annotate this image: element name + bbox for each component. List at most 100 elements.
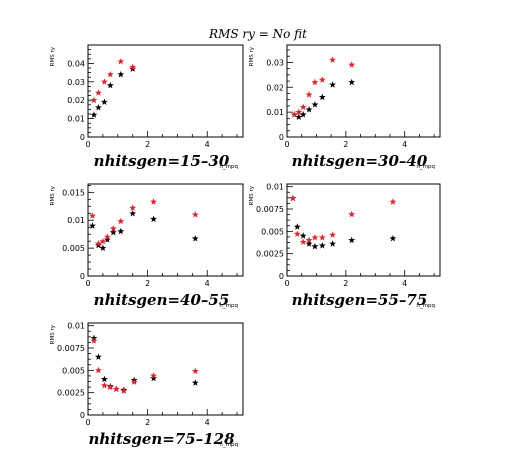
y-tick-label: 0	[80, 133, 85, 142]
point-series-2	[318, 76, 326, 83]
y-tick-label: 0.005	[62, 244, 85, 253]
y-tick-label: 0.01	[67, 322, 85, 331]
x-axis-title: n_mpq	[416, 303, 435, 309]
y-tick-label: 0.005	[261, 227, 284, 236]
x-tick-label: 0	[284, 279, 289, 288]
point-series-2	[348, 210, 356, 218]
panel-4: 0 2 4 0 0.0025 0.005 0.0075 0.01 RMS ry n_mpqnhit…	[249, 183, 441, 309]
panel-label: nhitsgen=55–75	[292, 291, 428, 309]
y-tick-label: 0.01	[67, 115, 85, 124]
point-series-1	[311, 101, 319, 108]
point-series-1	[295, 113, 303, 121]
y-tick-label: 0	[279, 133, 284, 142]
point-series-2	[348, 61, 356, 68]
x-tick-label: 4	[205, 418, 210, 427]
point-series-2	[103, 233, 111, 240]
point-series-1	[389, 234, 397, 242]
point-series-2	[99, 237, 107, 245]
y-tick-label: 0.02	[266, 83, 284, 92]
point-series-2	[305, 91, 313, 98]
point-series-1	[299, 232, 307, 239]
point-series-2	[150, 198, 157, 205]
point-series-2	[117, 217, 125, 225]
point-series-1	[117, 227, 125, 235]
x-tick-label: 2	[145, 140, 150, 149]
point-series-2	[295, 108, 303, 116]
x-tick-label: 0	[85, 140, 90, 149]
x-tick-label: 0	[85, 279, 90, 288]
panel-label: nhitsgen=40–55	[94, 291, 230, 309]
point-series-2	[299, 103, 307, 111]
point-series-1	[103, 236, 111, 243]
point-series-2	[290, 111, 298, 118]
y-tick-label: 0.01	[266, 108, 284, 117]
plot-frame	[87, 183, 244, 277]
y-tick-label: 0.04	[67, 59, 85, 68]
x-tick-label: 0	[284, 140, 289, 149]
point-series-2	[293, 230, 301, 237]
point-series-2	[90, 337, 98, 344]
y-tick-label: 0.015	[62, 188, 85, 197]
y-tick-label: 0	[80, 272, 85, 281]
point-series-2	[311, 78, 319, 86]
y-tick-label: 0.03	[67, 78, 85, 87]
point-series-1	[318, 242, 326, 249]
point-series-2	[318, 233, 326, 241]
point-series-2	[95, 366, 102, 374]
x-tick-label: 4	[402, 140, 407, 149]
point-series-2	[129, 63, 137, 70]
point-series-2	[289, 194, 297, 202]
y-axis-title: RMS ry	[50, 46, 56, 66]
point-series-2	[299, 238, 307, 245]
x-axis-title: n_mpq	[416, 164, 435, 170]
point-series-1	[293, 223, 301, 230]
point-series-1	[106, 81, 114, 89]
x-tick-label: 0	[85, 418, 90, 427]
point-series-2	[90, 96, 98, 104]
point-series-1	[89, 222, 96, 229]
panel-3: 0 2 4 0 0.005 0.01 0.015 RMS ry n_mpqnhitsgen=40…	[50, 183, 244, 309]
x-axis-title: n_mpq	[219, 442, 238, 448]
y-axis-title: RMS ry	[249, 185, 255, 205]
point-series-2	[129, 204, 137, 211]
point-series-2	[89, 212, 96, 219]
figure-title: RMS ry = No fit	[208, 27, 307, 41]
point-series-1	[99, 244, 107, 252]
y-tick-label: 0.03	[266, 58, 284, 67]
y-tick-label: 0.0025	[256, 250, 284, 259]
plot-frame	[286, 183, 441, 277]
point-series-2	[329, 231, 337, 238]
y-tick-label: 0.02	[67, 96, 85, 105]
point-series-1	[90, 111, 98, 118]
x-tick-label: 4	[205, 140, 210, 149]
point-series-1	[129, 209, 137, 217]
point-series-2	[389, 198, 397, 205]
panel-1: 0 2 4 0 0.01 0.02 0.03 0.04 RMS ry n_mpqnhitsgen=…	[50, 44, 244, 170]
point-series-2	[106, 383, 114, 391]
y-axis-title: RMS ry	[249, 46, 255, 66]
point-series-1	[95, 103, 102, 111]
point-series-2	[117, 57, 125, 65]
y-tick-label: 0.005	[62, 366, 85, 375]
panel-label: nhitsgen=15–30	[94, 152, 230, 170]
point-series-1	[109, 228, 117, 236]
point-series-1	[100, 375, 108, 383]
y-tick-label: 0	[80, 411, 85, 420]
point-series-2	[100, 381, 108, 389]
x-axis-title: n_mpq	[219, 164, 238, 170]
plot-frame	[87, 322, 244, 416]
point-series-2	[95, 89, 102, 96]
point-series-2	[120, 387, 128, 394]
y-axis-title: RMS ry	[50, 324, 56, 344]
y-tick-label: 0.01	[67, 216, 85, 225]
point-series-2	[130, 378, 138, 385]
y-tick-label: 0.0075	[256, 205, 284, 214]
x-axis-title: n_mpq	[219, 303, 238, 309]
point-series-1	[329, 81, 337, 88]
point-series-2	[95, 240, 102, 247]
panel-5: 0 2 4 0 0.0025 0.005 0.0075 0.01 RMS ry n_mpqnhit…	[50, 322, 244, 448]
point-series-1	[348, 236, 356, 244]
point-series-1	[191, 379, 199, 386]
y-tick-label: 0	[279, 272, 284, 281]
